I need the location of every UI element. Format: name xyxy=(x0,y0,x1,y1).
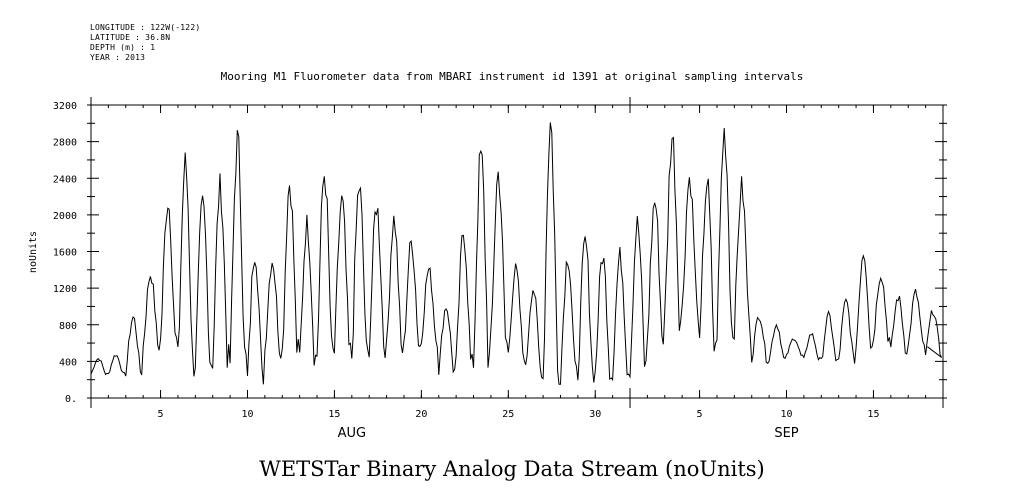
meta-line: LONGITUDE : 122W(-122) xyxy=(90,23,200,32)
y-tick-label: 1600 xyxy=(53,248,77,259)
x-tick-label: 25 xyxy=(502,409,514,420)
meta-line: DEPTH (m) : 1 xyxy=(90,43,155,52)
x-tick-label: 15 xyxy=(867,409,879,420)
plot-frame xyxy=(90,104,944,399)
y-tick-label: 2800 xyxy=(53,138,77,149)
x-tick-label: 15 xyxy=(328,409,340,420)
y-tick-label: 3200 xyxy=(53,101,77,112)
x-tick-label: 10 xyxy=(241,409,253,420)
y-tick-label: 1200 xyxy=(53,284,77,295)
x-tick-label: 5 xyxy=(158,409,164,420)
plot-border xyxy=(90,104,944,399)
x-tick-label: 20 xyxy=(415,409,427,420)
station-metadata: LONGITUDE : 122W(-122)LATITUDE : 36.8NDE… xyxy=(90,23,200,62)
series-line xyxy=(90,122,943,385)
y-tick-label: 800 xyxy=(59,321,77,332)
meta-line: LATITUDE : 36.8N xyxy=(90,33,170,42)
series-layer xyxy=(90,122,943,385)
footer-title: WETSTar Binary Analog Data Stream (noUni… xyxy=(259,457,764,481)
meta-line: YEAR : 2013 xyxy=(90,53,145,62)
y-tick-label: 2400 xyxy=(53,174,77,185)
y-tick-label: 0. xyxy=(65,394,77,405)
chart-title: Mooring M1 Fluorometer data from MBARI i… xyxy=(221,70,804,83)
y-axis-ticks: 0. 400 800 1200 1600 2000 2400 2800 3200 xyxy=(53,101,947,405)
x-tick-label: 5 xyxy=(697,409,703,420)
y-tick-label: 2000 xyxy=(53,211,77,222)
y-tick-label: 400 xyxy=(59,357,77,368)
y-axis-label: noUnits xyxy=(28,231,39,273)
month-label: SEP xyxy=(774,426,798,441)
x-axis-ticks: 5 10 15 20 25 30 5 10 15 AUG SEP xyxy=(90,97,944,441)
month-label: AUG xyxy=(338,426,366,441)
x-tick-label: 10 xyxy=(780,409,792,420)
x-tick-label: 30 xyxy=(589,409,601,420)
